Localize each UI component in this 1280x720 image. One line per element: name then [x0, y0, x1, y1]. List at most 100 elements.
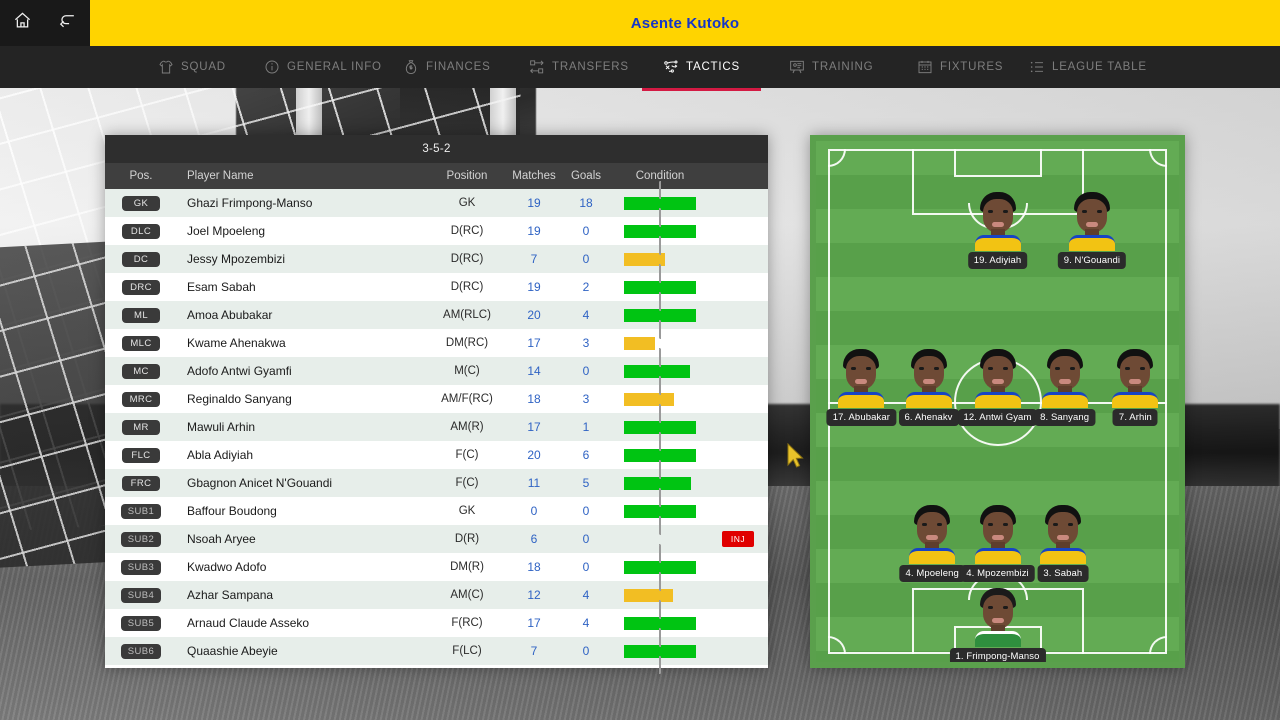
menu-item-label: LEAGUE TABLE — [1052, 61, 1147, 73]
table-row[interactable]: DC Jessy Mpozembizi D(RC) 7 0 — [105, 236, 768, 282]
table-row[interactable]: SUB1 Baffour Boudong GK 0 0 — [105, 488, 768, 534]
pitch-player[interactable]: 19. Adiyiah — [967, 192, 1029, 270]
table-row[interactable]: SUB3 Kwadwo Adofo DM(R) 18 0 — [105, 544, 768, 590]
formation-bar[interactable]: 3-5-2 — [105, 135, 768, 163]
player-neck — [1057, 385, 1072, 394]
player-name[interactable]: Quaashie Abeyie — [187, 644, 278, 658]
player-name[interactable]: Mawuli Arhin — [187, 420, 256, 434]
player-name[interactable]: Joel Mpoeleng — [187, 224, 266, 238]
row-position-slot[interactable]: MC — [105, 363, 177, 379]
pitch-player[interactable]: 1. Frimpong-Manso — [949, 588, 1046, 662]
row-position-slot[interactable]: GK — [105, 195, 177, 211]
column-header-matches[interactable]: Matches — [512, 170, 556, 182]
table-row[interactable]: GK Ghazi Frimpong-Manso GK 19 18 — [105, 180, 768, 226]
player-head — [982, 595, 1013, 630]
row-position-slot[interactable]: SUB5 — [105, 615, 177, 631]
table-row[interactable]: SUB2 Nsoah Aryee D(R) 6 0 INJ — [105, 516, 768, 562]
player-neck — [1128, 385, 1143, 394]
player-name[interactable]: Azhar Sampana — [187, 588, 274, 602]
home-button[interactable] — [0, 0, 45, 46]
table-row[interactable]: MRC Reginaldo Sanyang AM/F(RC) 18 3 — [105, 376, 768, 422]
menu-item-league-table[interactable]: LEAGUE TABLE — [1029, 46, 1147, 88]
player-name[interactable]: Gbagnon Anicet N'Gouandi — [187, 476, 333, 490]
menu-item-finances[interactable]: FINANCES — [403, 46, 491, 88]
player-name[interactable]: Adofo Antwi Gyamfi — [187, 364, 292, 378]
row-position-slot[interactable]: DLC — [105, 223, 177, 239]
player-avatar — [1067, 192, 1117, 252]
column-header-name[interactable]: Player Name — [187, 170, 254, 182]
money-bag-icon — [403, 59, 419, 75]
table-row[interactable]: DLC Joel Mpoeleng D(RC) 19 0 — [105, 208, 768, 254]
row-position-slot[interactable]: FRC — [105, 475, 177, 491]
player-name[interactable]: Reginaldo Sanyang — [187, 392, 292, 406]
player-name[interactable]: Jessy Mpozembizi — [187, 252, 286, 266]
player-mouth — [855, 378, 868, 384]
row-position-slot[interactable]: MR — [105, 419, 177, 435]
menu-item-squad[interactable]: SQUAD — [158, 46, 226, 88]
player-position: AM(R) — [450, 421, 484, 433]
pitch-player[interactable]: 8. Sanyang — [1034, 348, 1096, 426]
pitch-player[interactable]: 3. Sabah — [1032, 505, 1094, 582]
row-position-slot[interactable]: SUB1 — [105, 503, 177, 519]
menu-item-fixtures[interactable]: FIXTURES — [917, 46, 1003, 88]
row-position-slot[interactable]: MLC — [105, 335, 177, 351]
menu-item-training[interactable]: TRAINING — [789, 46, 873, 88]
tactics-pitch-panel[interactable]: 19. Adiyiah 9. N'Gouandi 17. Abubakar 6. Ah… — [810, 135, 1185, 668]
table-row[interactable]: SUB6 Quaashie Abeyie F(LC) 7 0 — [105, 628, 768, 674]
pitch-player[interactable]: 9. N'Gouandi — [1057, 192, 1127, 270]
row-position-slot[interactable]: SUB4 — [105, 587, 177, 603]
column-header-condition[interactable]: Condition — [635, 170, 685, 182]
row-position-slot[interactable]: FLC — [105, 447, 177, 463]
player-mouth — [991, 378, 1004, 384]
player-eye-left — [987, 366, 993, 370]
pitch-player[interactable]: 7. Arhin — [1104, 348, 1166, 426]
player-name[interactable]: Ghazi Frimpong-Manso — [187, 196, 313, 210]
player-name[interactable]: Kwadwo Adofo — [187, 560, 267, 574]
table-row[interactable]: MR Mawuli Arhin AM(R) 17 1 — [105, 404, 768, 450]
row-position-slot[interactable]: SUB2 — [105, 531, 177, 547]
player-goals: 0 — [582, 560, 590, 574]
player-name[interactable]: Esam Sabah — [187, 280, 256, 294]
table-row[interactable]: SUB4 Azhar Sampana AM(C) 12 4 — [105, 572, 768, 618]
pitch-player[interactable]: 4. Mpozembizi — [960, 505, 1035, 582]
player-name[interactable]: Kwame Ahenakwa — [187, 336, 286, 350]
table-row[interactable]: DRC Esam Sabah D(RC) 19 2 — [105, 264, 768, 310]
player-nametag: 4. Mpozembizi — [960, 565, 1035, 582]
row-position-slot[interactable]: MRC — [105, 391, 177, 407]
player-name[interactable]: Nsoah Aryee — [187, 532, 256, 546]
player-name[interactable]: Amoa Abubakar — [187, 308, 273, 322]
player-matches: 7 — [530, 644, 538, 658]
pitch-player[interactable]: 12. Antwi Gyam — [957, 348, 1038, 426]
player-position: F(C) — [455, 477, 479, 489]
back-button[interactable] — [45, 0, 90, 46]
row-position-slot[interactable]: ML — [105, 307, 177, 323]
player-avatar — [1110, 348, 1160, 408]
table-row[interactable]: MC Adofo Antwi Gyamfi M(C) 14 0 — [105, 348, 768, 394]
table-row[interactable]: ML Amoa Abubakar AM(RLC) 20 4 — [105, 292, 768, 338]
row-position-slot[interactable]: DRC — [105, 279, 177, 295]
player-name[interactable]: Abla Adiyiah — [187, 448, 254, 462]
row-position-slot[interactable]: SUB3 — [105, 559, 177, 575]
pitch-player[interactable]: 6. Ahenakv — [898, 348, 960, 426]
row-position-slot[interactable]: DC — [105, 251, 177, 267]
column-header-position[interactable]: Position — [446, 170, 488, 182]
menu-item-transfers[interactable]: TRANSFERS — [529, 46, 629, 88]
squad-table-header: Pos. Player Name Position Matches Goals … — [105, 163, 768, 189]
player-name[interactable]: Baffour Boudong — [187, 504, 277, 518]
menu-item-label: FIXTURES — [940, 61, 1004, 73]
pitch-player[interactable]: 17. Abubakar — [826, 348, 896, 426]
pitch-player[interactable]: 4. Mpoeleng — [899, 505, 965, 582]
condition-fill — [624, 336, 655, 350]
table-row[interactable]: MLC Kwame Ahenakwa DM(RC) 17 3 — [105, 320, 768, 366]
player-shirt — [838, 391, 885, 408]
player-eye-left — [851, 366, 857, 370]
menu-item-general-info[interactable]: GENERAL INFO — [264, 46, 382, 88]
player-matches: 11 — [527, 476, 541, 490]
condition-fill — [624, 392, 675, 406]
column-header-goals[interactable]: Goals — [570, 170, 602, 182]
menu-item-tactics[interactable]: TACTICS — [642, 46, 761, 91]
row-position-slot[interactable]: SUB6 — [105, 643, 177, 659]
player-eye-left — [918, 366, 924, 370]
player-name[interactable]: Arnaud Claude Asseko — [187, 616, 310, 630]
player-position: M(C) — [454, 365, 480, 377]
